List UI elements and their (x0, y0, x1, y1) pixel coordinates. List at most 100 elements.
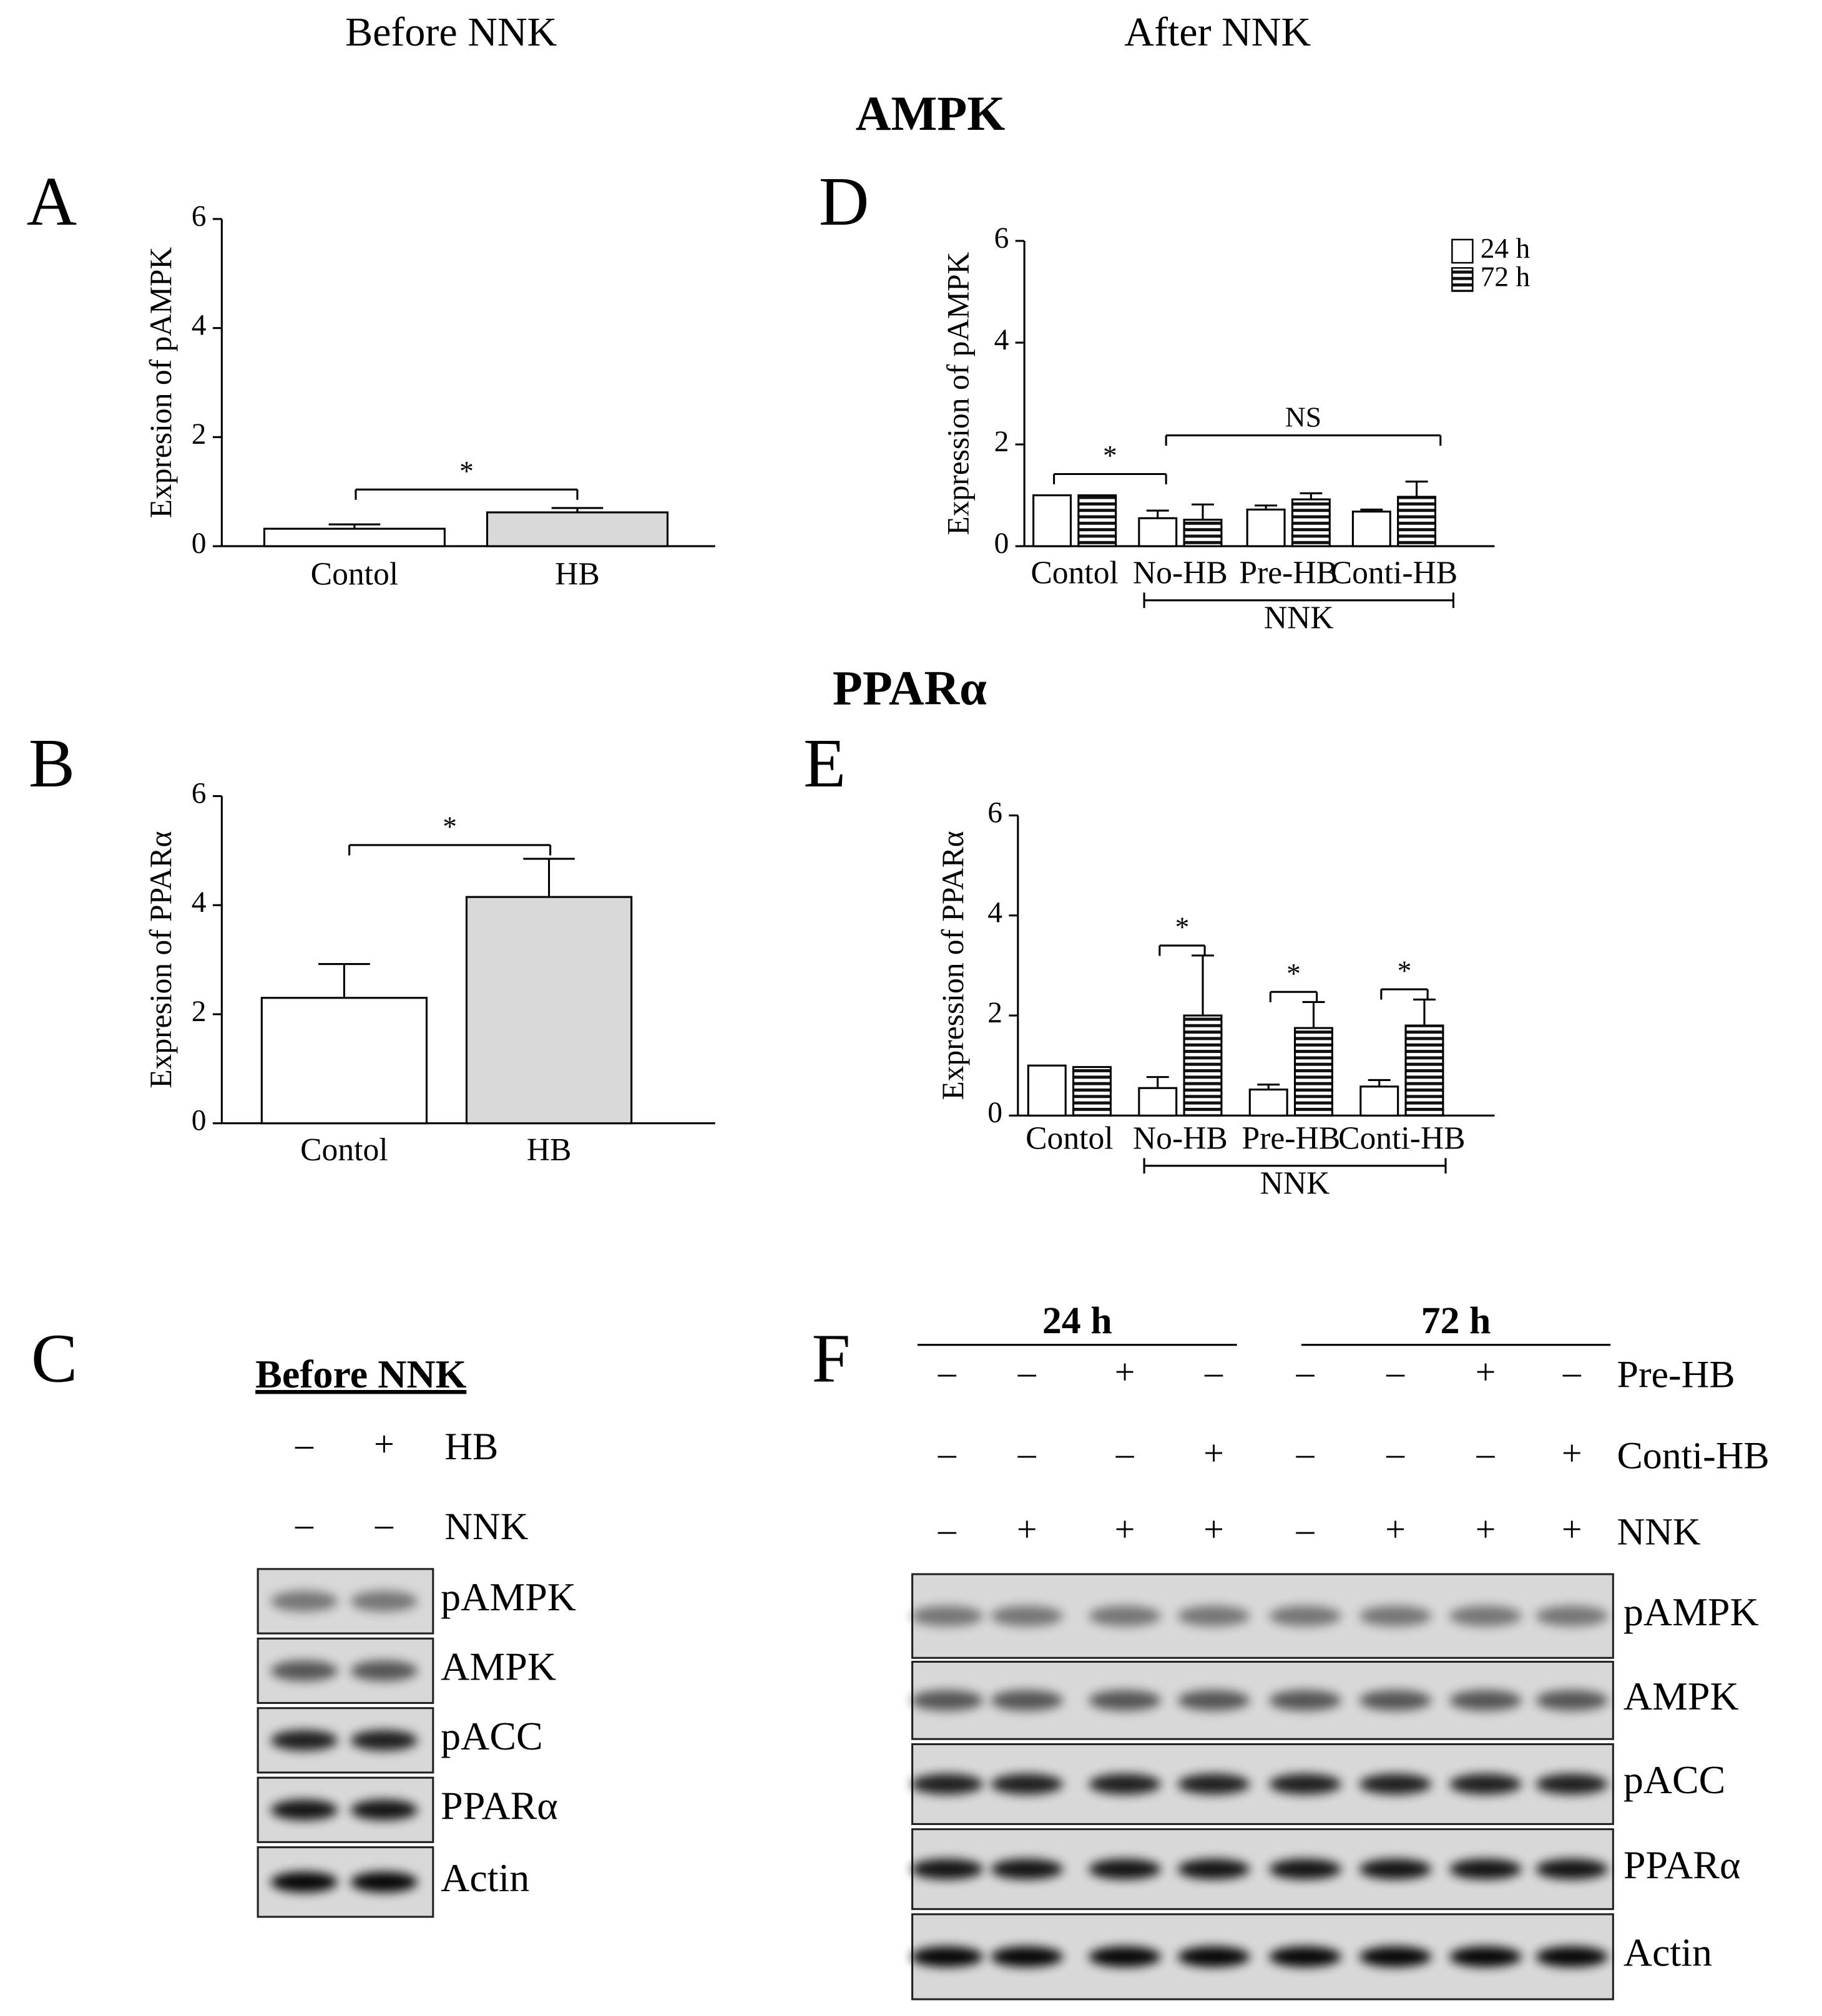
treatment-sign: – (938, 1434, 957, 1474)
blot-band (1269, 1605, 1341, 1627)
y-tick-label: 6 (192, 777, 207, 810)
legend-swatch (1451, 267, 1474, 292)
treatment-label: NNK (444, 1505, 528, 1548)
x-tick-label: No-HB (1133, 1120, 1228, 1156)
band-label: pAMPK (1624, 1590, 1759, 1634)
error-bar (1257, 1084, 1280, 1090)
blot-band (270, 1730, 338, 1751)
treatment-sign: – (1476, 1434, 1496, 1474)
error-bar (1192, 503, 1214, 520)
y-tick-label: 4 (987, 897, 1002, 929)
treatment-sign: + (1476, 1353, 1496, 1392)
bar (1248, 1089, 1288, 1117)
y-tick-label: 0 (994, 527, 1009, 560)
significance-label: * (1175, 912, 1190, 943)
error-bar (1405, 481, 1428, 497)
blot-band (991, 1859, 1064, 1880)
blot-band (1449, 1690, 1522, 1711)
blot-band (991, 1605, 1064, 1627)
y-tick-label: 6 (192, 200, 207, 233)
time-group-label: 72 h (1421, 1299, 1491, 1342)
x-tick-label: Conti-HB (1338, 1120, 1465, 1156)
legend-label: 72 h (1481, 261, 1531, 292)
bar (1027, 1064, 1067, 1117)
treatment-sign: – (1296, 1434, 1315, 1474)
treatment-sign: – (375, 1505, 394, 1544)
blot-band (1089, 1690, 1161, 1711)
blot-band (1535, 1690, 1609, 1711)
blot-band (991, 1946, 1064, 1967)
blot-band (1177, 1859, 1250, 1880)
x-tick-label: HB (555, 556, 600, 592)
y-axis-label: Expression of PPARα (936, 831, 970, 1100)
y-tick-label: 4 (192, 886, 207, 919)
treatment-sign: – (1017, 1353, 1037, 1392)
group-label: NNK (1264, 600, 1334, 636)
blot-band (270, 1590, 338, 1612)
treatment-sign: + (1203, 1510, 1224, 1549)
legend-swatch (1451, 238, 1474, 264)
bar (1072, 1066, 1112, 1117)
x-tick-label: Pre-HB (1242, 1120, 1341, 1156)
blot-band (1177, 1946, 1250, 1967)
error-bar (1302, 1001, 1325, 1029)
treatment-sign: – (938, 1353, 957, 1392)
error-bar (1255, 504, 1278, 510)
legend-label: 24 h (1481, 233, 1531, 264)
treatment-label: NNK (1617, 1510, 1701, 1553)
blot-band (1535, 1605, 1609, 1627)
blot-band (350, 1730, 418, 1751)
band-label: AMPK (441, 1645, 556, 1689)
bar (486, 511, 669, 547)
x-tick-label: Contol (1031, 555, 1118, 590)
significance-label: * (459, 456, 474, 487)
blot-band (1449, 1946, 1522, 1967)
panel-letter: F (812, 1320, 851, 1397)
treatment-sign: – (295, 1425, 314, 1464)
treatment-sign: + (1385, 1510, 1406, 1549)
blot-band (350, 1660, 418, 1681)
y-tick-label: 0 (192, 1105, 207, 1137)
time-group-label: 24 h (1042, 1299, 1112, 1342)
y-axis-label: Expresion of pAMPK (144, 247, 178, 518)
bar (1138, 1087, 1178, 1117)
blot-band (1449, 1859, 1522, 1880)
treatment-sign: – (1204, 1353, 1223, 1392)
bar (1351, 511, 1391, 547)
blot-band (911, 1859, 984, 1880)
blot-band (1359, 1690, 1432, 1711)
blot-band (1089, 1773, 1161, 1795)
significance-label: NS (1285, 401, 1321, 433)
error-bar (328, 523, 381, 529)
y-tick-label: 2 (987, 997, 1002, 1029)
blot-title: Before NNK (255, 1352, 466, 1396)
y-tick-label: 2 (192, 418, 207, 451)
bar (263, 527, 446, 547)
x-tick-label: No-HB (1133, 555, 1228, 590)
x-tick-label: Contol (311, 556, 398, 592)
blot-band (1535, 1773, 1609, 1795)
blot-band (1449, 1773, 1522, 1795)
blot-band (1359, 1773, 1432, 1795)
blot-band (991, 1690, 1064, 1711)
blot-band (350, 1871, 418, 1892)
treatment-sign: – (1386, 1353, 1405, 1392)
blot-band (1089, 1946, 1161, 1967)
blot-band (911, 1605, 984, 1627)
blot-band (270, 1871, 338, 1892)
blot-band (1177, 1773, 1250, 1795)
error-bar (1360, 508, 1383, 512)
blot-band (270, 1799, 338, 1821)
y-tick-label: 2 (994, 426, 1009, 458)
treatment-sign: – (295, 1505, 314, 1544)
blot-band (991, 1773, 1064, 1795)
treatment-label: Conti-HB (1617, 1435, 1770, 1477)
treatment-sign: + (1562, 1434, 1582, 1474)
treatment-sign: – (1017, 1434, 1037, 1474)
y-axis-label: Expression of pAMPK (941, 252, 975, 535)
bar (260, 997, 428, 1125)
significance-label: * (1286, 958, 1301, 989)
blot-band (911, 1773, 984, 1795)
blot-band (1535, 1859, 1609, 1880)
treatment-sign: – (1296, 1510, 1315, 1549)
